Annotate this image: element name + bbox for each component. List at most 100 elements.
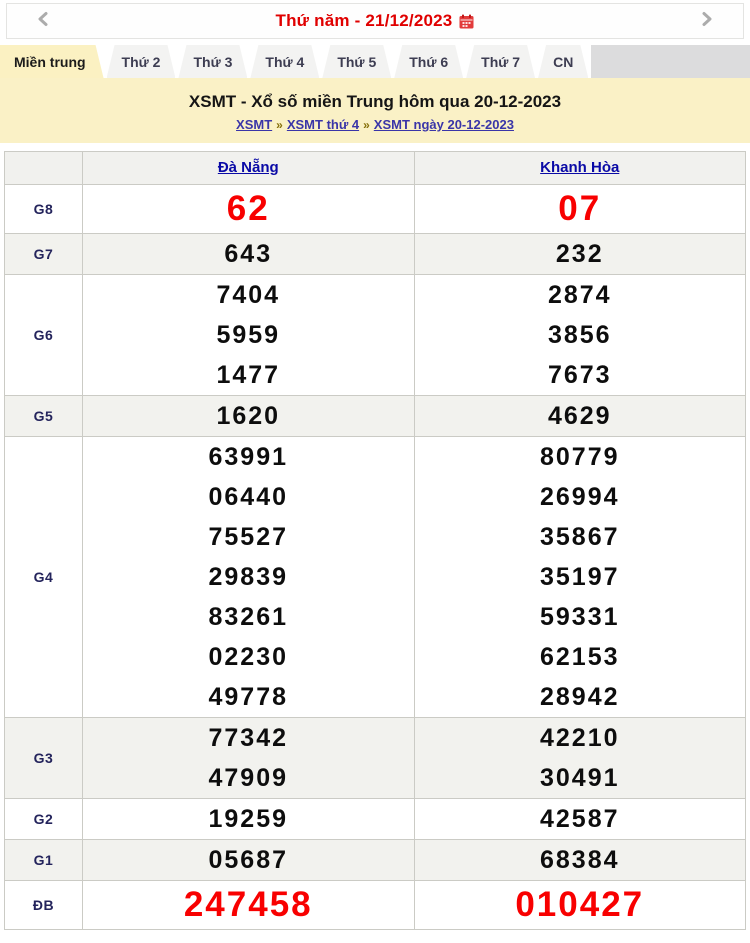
tab-thu-2[interactable]: Thứ 2 <box>107 45 176 78</box>
chevron-left-icon <box>36 11 50 32</box>
prize-number: 75527 <box>208 523 289 551</box>
tab-thu-5[interactable]: Thứ 5 <box>322 45 391 78</box>
prize-number: 7404 <box>216 281 281 309</box>
prize-number: 80779 <box>539 443 620 471</box>
prize-cell-khanh-hoa: 232 <box>413 233 746 275</box>
date-display: Thứ năm - 21/12/2023 <box>276 11 475 31</box>
prize-number: 010427 <box>515 885 645 924</box>
prize-number: 59331 <box>539 603 620 631</box>
prize-column-header <box>4 151 83 185</box>
tab-thu-6[interactable]: Thứ 6 <box>394 45 463 78</box>
prize-cell-da-nang: 1620 <box>82 395 415 437</box>
tab-cn[interactable]: CN <box>538 45 588 78</box>
breadcrumb-separator: » <box>363 118 370 132</box>
prize-number: 28942 <box>539 683 620 711</box>
prize-number: 83261 <box>208 603 289 631</box>
prize-label: G8 <box>4 184 83 234</box>
date-navigation-bar: Thứ năm - 21/12/2023 <box>6 3 744 39</box>
prize-label: G6 <box>4 274 83 396</box>
prize-number: 02230 <box>208 643 289 671</box>
prize-row-g7: G7 643 232 <box>4 233 746 275</box>
prize-number: 68384 <box>539 846 620 874</box>
chevron-right-icon <box>700 11 714 32</box>
prize-cell-khanh-hoa: 80779 26994 35867 35197 59331 62153 28942 <box>413 436 746 718</box>
prize-cell-da-nang: 247458 <box>82 880 415 930</box>
prize-number: 35867 <box>539 523 620 551</box>
tab-thu-7[interactable]: Thứ 7 <box>466 45 535 78</box>
prize-number: 42587 <box>539 805 620 833</box>
breadcrumb-link-xsmt-ngay-20-12-2023[interactable]: XSMT ngày 20-12-2023 <box>373 117 514 132</box>
prize-number: 62153 <box>539 643 620 671</box>
prize-label: G1 <box>4 839 83 881</box>
prize-number: 63991 <box>208 443 289 471</box>
prize-row-g8: G8 62 07 <box>4 184 746 234</box>
prize-number: 07 <box>558 189 602 228</box>
prize-number: 49778 <box>208 683 289 711</box>
table-header-row: Đà Nẵng Khanh Hòa <box>4 151 746 185</box>
prize-row-g2: G2 19259 42587 <box>4 798 746 840</box>
prize-row-g5: G5 1620 4629 <box>4 395 746 437</box>
prize-row-g1: G1 05687 68384 <box>4 839 746 881</box>
prize-cell-khanh-hoa: 010427 <box>413 880 746 930</box>
prize-number: 05687 <box>208 846 289 874</box>
prize-number: 247458 <box>183 885 313 924</box>
breadcrumb-separator: » <box>276 118 283 132</box>
prize-cell-da-nang: 77342 47909 <box>82 717 415 799</box>
page-title: XSMT - Xổ số miền Trung hôm qua 20-12-20… <box>188 92 562 111</box>
calendar-icon[interactable] <box>459 14 474 29</box>
next-day-button[interactable] <box>677 4 737 38</box>
prize-cell-da-nang: 7404 5959 1477 <box>82 274 415 396</box>
prize-number: 19259 <box>208 805 289 833</box>
prize-row-g6: G6 7404 5959 1477 2874 3856 7673 <box>4 274 746 396</box>
prize-number: 3856 <box>547 321 612 349</box>
lottery-results-page: Thứ năm - 21/12/2023 <box>0 3 750 930</box>
prize-number: 5959 <box>216 321 281 349</box>
prize-number: 7673 <box>547 361 612 389</box>
prize-number: 643 <box>224 240 273 268</box>
column-header-khanh-hoa: Khanh Hòa <box>413 151 746 185</box>
prize-cell-khanh-hoa: 2874 3856 7673 <box>413 274 746 396</box>
tab-mien-trung[interactable]: Miền trung <box>0 45 104 78</box>
prize-number: 1477 <box>216 361 281 389</box>
prize-number: 4629 <box>547 402 612 430</box>
prize-cell-khanh-hoa: 42210 30491 <box>413 717 746 799</box>
prize-cell-khanh-hoa: 68384 <box>413 839 746 881</box>
prize-number: 42210 <box>539 724 620 752</box>
prize-label: G2 <box>4 798 83 840</box>
prize-label: G4 <box>4 436 83 718</box>
breadcrumb-link-xsmt[interactable]: XSMT <box>236 117 273 132</box>
prize-cell-khanh-hoa: 4629 <box>413 395 746 437</box>
prize-number: 77342 <box>208 724 289 752</box>
prize-cell-khanh-hoa: 07 <box>413 184 746 234</box>
prize-cell-da-nang: 62 <box>82 184 415 234</box>
prize-label: G5 <box>4 395 83 437</box>
prize-number: 26994 <box>539 483 620 511</box>
breadcrumb-link-xsmt-thu-4[interactable]: XSMT thứ 4 <box>286 117 360 132</box>
prize-cell-khanh-hoa: 42587 <box>413 798 746 840</box>
prize-row-db: ĐB 247458 010427 <box>4 880 746 930</box>
prize-label: G7 <box>4 233 83 275</box>
prize-number: 35197 <box>539 563 620 591</box>
prize-cell-da-nang: 05687 <box>82 839 415 881</box>
column-header-da-nang: Đà Nẵng <box>82 151 415 185</box>
breadcrumb: XSMT» XSMT thứ 4» XSMT ngày 20-12-2023 <box>0 117 750 132</box>
prize-cell-da-nang: 19259 <box>82 798 415 840</box>
province-link-da-nang[interactable]: Đà Nẵng <box>217 159 279 176</box>
province-link-khanh-hoa[interactable]: Khanh Hòa <box>540 159 620 176</box>
tab-thu-4[interactable]: Thứ 4 <box>250 45 319 78</box>
tab-thu-3[interactable]: Thứ 3 <box>178 45 247 78</box>
tab-strip-filler <box>591 45 750 78</box>
prize-label: ĐB <box>4 880 83 930</box>
prize-number: 29839 <box>208 563 289 591</box>
prize-number: 47909 <box>208 764 289 792</box>
results-table: Đà Nẵng Khanh Hòa G8 62 07 G7 643 232 G6 7404 59… <box>4 151 746 930</box>
prize-number: 30491 <box>539 764 620 792</box>
prize-label: G3 <box>4 717 83 799</box>
prize-row-g3: G3 77342 47909 42210 30491 <box>4 717 746 799</box>
prize-number: 232 <box>555 240 604 268</box>
prize-number: 1620 <box>216 402 281 430</box>
prev-day-button[interactable] <box>13 4 73 38</box>
prize-number: 06440 <box>208 483 289 511</box>
result-header: XSMT - Xổ số miền Trung hôm qua 20-12-20… <box>0 78 750 143</box>
prize-cell-da-nang: 63991 06440 75527 29839 83261 02230 49778 <box>82 436 415 718</box>
